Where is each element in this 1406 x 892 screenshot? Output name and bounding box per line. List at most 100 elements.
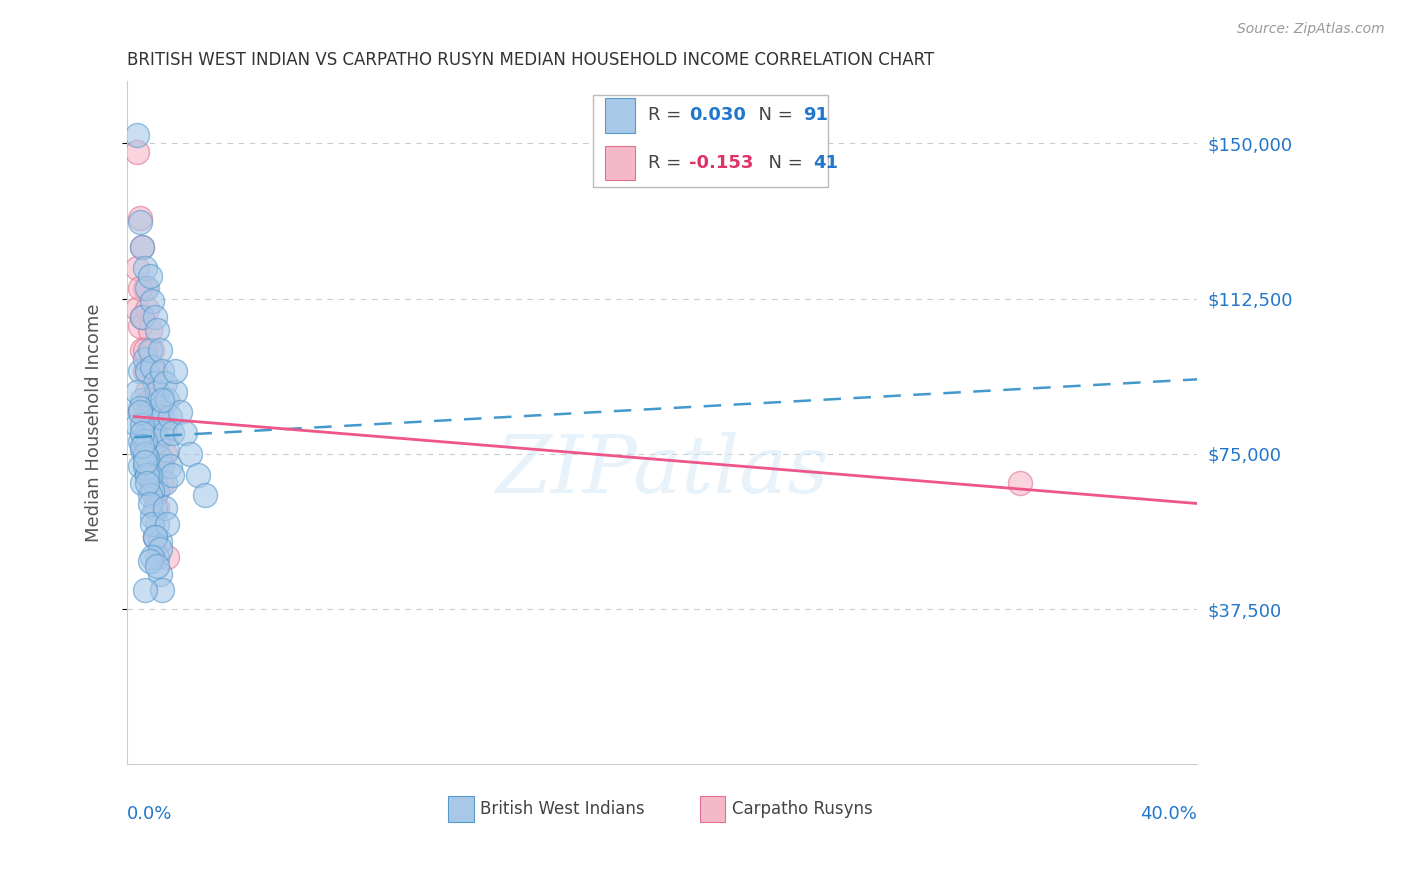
Point xyxy=(153,500,176,515)
Point xyxy=(162,426,184,441)
Point xyxy=(141,414,163,428)
Point xyxy=(146,484,169,499)
Point xyxy=(149,401,172,416)
Point xyxy=(131,392,153,407)
Point xyxy=(134,583,156,598)
Point xyxy=(141,550,163,565)
Point xyxy=(134,260,156,275)
Point xyxy=(146,384,169,399)
Point xyxy=(128,434,150,449)
Point xyxy=(156,442,179,457)
Point xyxy=(187,467,209,482)
Point xyxy=(149,343,172,358)
Text: British West Indians: British West Indians xyxy=(481,800,645,818)
Point xyxy=(150,392,173,407)
Point xyxy=(134,281,156,295)
FancyBboxPatch shape xyxy=(606,98,636,133)
Point xyxy=(143,310,166,325)
Point xyxy=(163,384,186,399)
Point xyxy=(125,417,148,432)
Point xyxy=(138,392,160,407)
Text: 0.0%: 0.0% xyxy=(127,805,173,823)
Point xyxy=(131,240,153,254)
Point xyxy=(143,530,166,544)
Text: 40.0%: 40.0% xyxy=(1140,805,1198,823)
Point xyxy=(153,447,176,461)
Point xyxy=(138,397,160,411)
Text: N =: N = xyxy=(758,154,808,172)
Point xyxy=(131,426,153,441)
Point xyxy=(149,566,172,581)
Text: 0.030: 0.030 xyxy=(689,106,745,125)
Point xyxy=(131,439,153,453)
Point xyxy=(125,145,148,159)
Point xyxy=(136,426,159,441)
Point xyxy=(141,409,163,424)
Y-axis label: Median Household Income: Median Household Income xyxy=(86,303,103,542)
Point xyxy=(134,447,156,461)
Point xyxy=(146,442,169,457)
Text: Carpatho Rusyns: Carpatho Rusyns xyxy=(731,800,873,818)
Point xyxy=(159,459,181,474)
Point xyxy=(141,517,163,532)
Point xyxy=(156,517,179,532)
Text: N =: N = xyxy=(747,106,799,125)
FancyBboxPatch shape xyxy=(606,146,636,180)
Point xyxy=(136,450,159,465)
Point xyxy=(141,359,163,374)
Point xyxy=(128,318,150,333)
Point xyxy=(128,364,150,378)
Point xyxy=(174,426,197,441)
Point xyxy=(131,417,153,432)
Point xyxy=(146,323,169,337)
Point xyxy=(149,450,172,465)
Point xyxy=(136,364,159,378)
Point xyxy=(141,484,163,499)
Point xyxy=(146,550,169,565)
Point xyxy=(146,558,169,573)
Point xyxy=(149,542,172,557)
Point xyxy=(125,301,148,316)
Point xyxy=(134,343,156,358)
Point xyxy=(150,364,173,378)
Point xyxy=(138,488,160,502)
Point xyxy=(128,405,150,419)
Point xyxy=(125,260,148,275)
Point xyxy=(131,240,153,254)
Point xyxy=(146,517,169,532)
Point xyxy=(169,405,191,419)
Text: R =: R = xyxy=(648,154,688,172)
Point xyxy=(153,475,176,490)
Text: R =: R = xyxy=(648,106,688,125)
Point xyxy=(134,455,156,469)
Point xyxy=(131,442,153,457)
Point xyxy=(143,426,166,441)
Point xyxy=(150,426,173,441)
Point xyxy=(141,343,163,358)
Point xyxy=(162,467,184,482)
Text: Source: ZipAtlas.com: Source: ZipAtlas.com xyxy=(1237,22,1385,37)
Point xyxy=(194,488,217,502)
Point xyxy=(134,409,156,424)
Point xyxy=(163,364,186,378)
Point xyxy=(128,405,150,419)
Point xyxy=(143,376,166,391)
Point xyxy=(138,496,160,510)
Point xyxy=(146,434,169,449)
Point xyxy=(141,293,163,308)
Point xyxy=(138,459,160,474)
Point xyxy=(150,409,173,424)
Point xyxy=(125,384,148,399)
Point xyxy=(136,475,159,490)
Point xyxy=(153,376,176,391)
Point xyxy=(141,475,163,490)
Point xyxy=(143,500,166,515)
FancyBboxPatch shape xyxy=(449,797,474,822)
FancyBboxPatch shape xyxy=(592,95,828,187)
Point xyxy=(136,384,159,399)
Point xyxy=(141,417,163,432)
Point xyxy=(149,533,172,548)
Point xyxy=(143,530,166,544)
Point xyxy=(131,426,153,441)
Point xyxy=(138,409,160,424)
